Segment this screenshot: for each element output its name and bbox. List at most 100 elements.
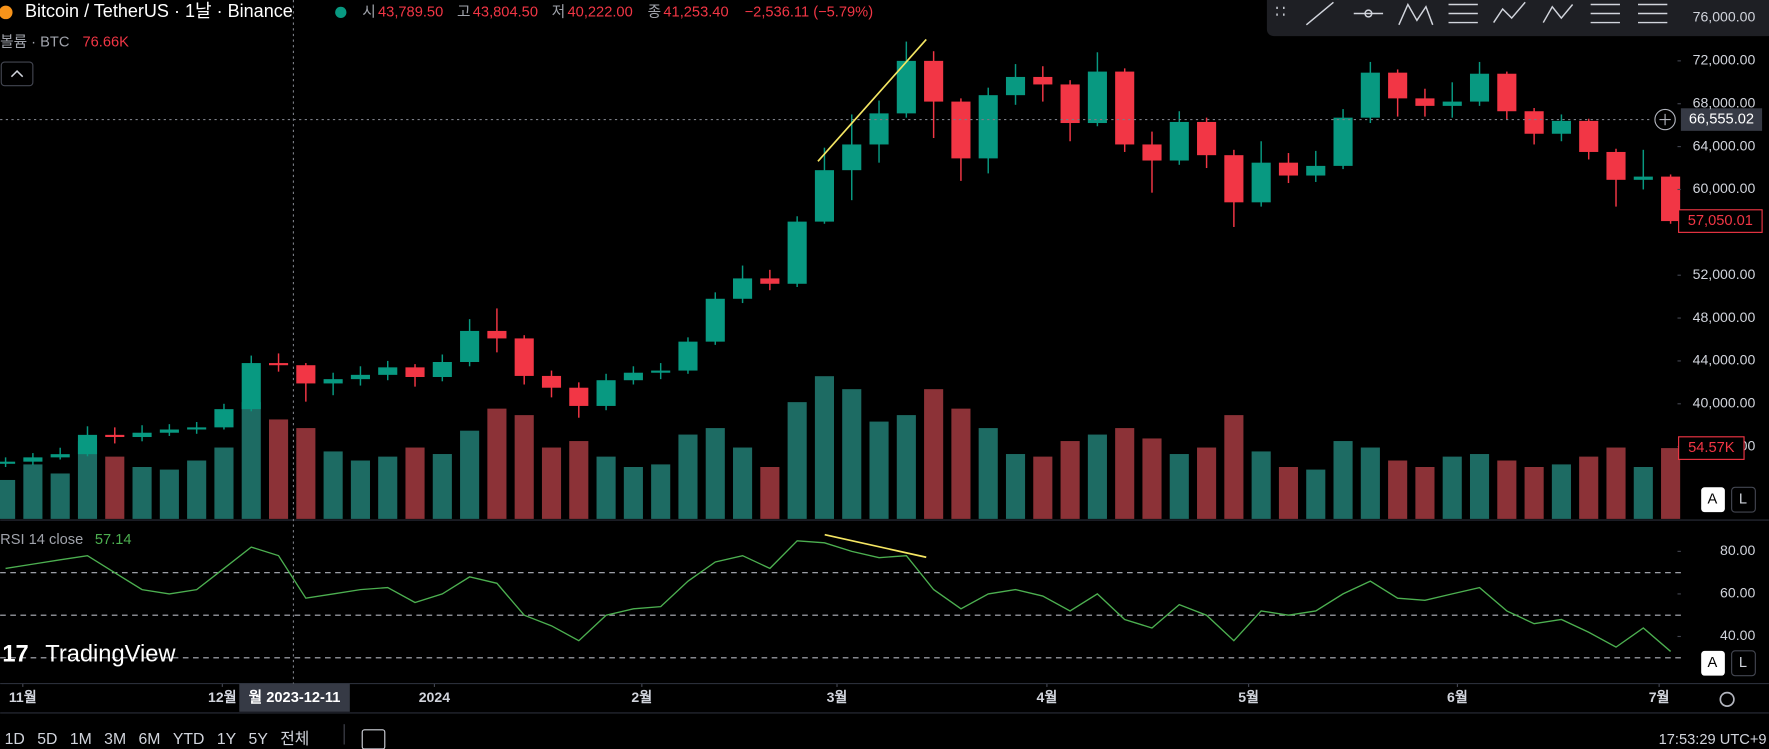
x-tick-label: 12월 [208, 689, 237, 705]
candle-body [1360, 72, 1380, 118]
coin-icon [0, 5, 13, 20]
candle-body [842, 144, 862, 171]
x-tick-label: 2월 [631, 689, 652, 705]
candle-body [514, 338, 534, 376]
candle-body [924, 60, 944, 102]
x-tick-label: 5월 [1238, 689, 1259, 705]
timeframe-button[interactable]: 5D [37, 731, 57, 748]
volume-bar [514, 415, 534, 519]
candle-body [1251, 162, 1271, 203]
candle-body [214, 409, 234, 428]
logo[interactable]: TradingView [45, 642, 176, 668]
ohlc-label: 고 [457, 4, 470, 20]
volume-bar [1224, 415, 1244, 519]
y-tick-label: 48,000.00 [1693, 309, 1756, 325]
tool-ranges[interactable] [1590, 3, 1620, 24]
timeframe-button[interactable]: 3M [104, 731, 126, 748]
candle-body [378, 367, 398, 375]
log-scale-button[interactable] [1731, 650, 1756, 677]
volume-bar [132, 466, 152, 519]
status-dot [335, 6, 347, 19]
candle-body [651, 370, 671, 373]
timeframe-button[interactable]: 1D [5, 731, 25, 748]
volume-legend: 볼륨 · BTC [0, 34, 70, 51]
crosshair-date: 월 2023-12-11 [249, 689, 341, 706]
volume-bar [733, 447, 753, 519]
trend-line[interactable] [817, 38, 927, 162]
candle-body [951, 101, 971, 159]
volume-bar [378, 456, 398, 519]
volume-bar [268, 419, 289, 519]
candle-body [814, 170, 835, 222]
tool-gann[interactable] [1638, 3, 1668, 24]
volume-bar [1005, 454, 1026, 519]
last-price: 57,050.01 [1688, 213, 1753, 229]
candle-body [1005, 76, 1026, 96]
volume-bar [1197, 447, 1217, 519]
timeframe-button[interactable]: 6M [139, 731, 161, 748]
candle-body [705, 298, 725, 342]
ohlc-label: 저 [552, 3, 565, 20]
calendar-icon[interactable] [361, 729, 386, 749]
candle-body [623, 372, 643, 381]
trend-line[interactable] [824, 533, 927, 559]
volume-bar [105, 456, 125, 519]
candle-body [1197, 121, 1217, 156]
drag-handle[interactable] [1276, 6, 1285, 16]
volume-bar [1169, 454, 1189, 519]
volume-bar [350, 460, 370, 519]
volume-bar [1442, 456, 1462, 519]
volume-bar [623, 466, 643, 519]
timeframe-button[interactable]: YTD [173, 731, 205, 748]
add-alert-button[interactable] [1654, 108, 1676, 131]
candle-body [1633, 176, 1653, 180]
candle-body [1278, 162, 1299, 176]
volume-bar [1333, 441, 1353, 519]
auto-scale-button[interactable] [1701, 487, 1725, 513]
volume-bar [296, 428, 316, 519]
candle-body [1224, 155, 1244, 203]
plot [0, 17, 1681, 687]
y-tick-label: 60,000.00 [1693, 180, 1756, 196]
candle-body [1442, 101, 1462, 106]
candle-body [896, 60, 916, 114]
volume-bar [678, 434, 698, 519]
tool-trendline[interactable] [1305, 1, 1334, 26]
tool-path[interactable] [1542, 4, 1574, 23]
timeframe-bar: 1D 5D 1M 3M 6M YTD 1Y 5Y 전체 [5, 730, 310, 748]
collapse-button[interactable] [0, 61, 34, 87]
last-volume-box [1678, 436, 1745, 460]
volume-bar [1251, 451, 1271, 519]
crosshair-date-box [239, 683, 350, 712]
candle-body [187, 427, 207, 430]
timeframe-button[interactable]: 5Y [249, 731, 269, 748]
log-scale-button[interactable] [1731, 486, 1756, 513]
candle-body [1661, 176, 1681, 222]
change: −2,536.11 (−5.79%) [745, 4, 873, 20]
volume-bar [460, 430, 480, 519]
volume-bar [187, 460, 207, 519]
tool-pattern[interactable] [1398, 2, 1434, 26]
timeframe-button[interactable]: 1Y [217, 731, 237, 748]
y-tick-label: 76,000.00 [1693, 9, 1756, 25]
auto-scale-button[interactable] [1701, 650, 1725, 676]
tool-hline[interactable] [1353, 9, 1384, 18]
candle-body [132, 432, 152, 438]
rsi-legend-value: 57.14 [95, 532, 132, 548]
candle-body [678, 341, 698, 371]
volume-bar [323, 451, 343, 519]
candle-body [787, 221, 807, 284]
x-tick-label: 4월 [1036, 689, 1057, 705]
volume-bar [0, 479, 16, 519]
timeframe-button[interactable]: 전체 [280, 730, 309, 748]
clock: 17:53:29 UTC+9 [1659, 732, 1767, 748]
rsi-legend: RSI 14 close [0, 532, 83, 548]
tool-fib[interactable] [1448, 3, 1478, 24]
volume-bar [760, 466, 780, 519]
tool-wave[interactable] [1493, 1, 1526, 23]
settings-icon[interactable] [1719, 691, 1735, 707]
timeframe-button[interactable]: 1M [70, 731, 92, 748]
symbol-title[interactable]: Bitcoin / TetherUS · 1날 · Binance [25, 1, 293, 21]
candle-body [241, 363, 261, 410]
